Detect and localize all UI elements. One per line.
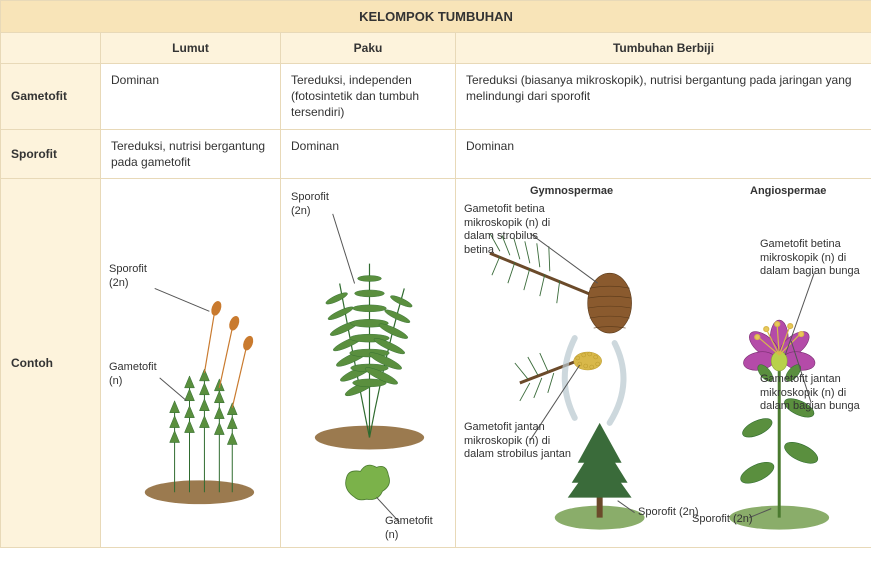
- angio-header: Angiospermae: [750, 185, 826, 199]
- corner-cell: [1, 33, 101, 64]
- row-label-sporofit: Sporofit: [1, 129, 101, 178]
- plant-groups-table: KELOMPOK TUMBUHAN Lumut Paku Tumbuhan Be…: [0, 0, 871, 548]
- row-label-contoh: Contoh: [1, 178, 101, 547]
- cell-gametofit-lumut: Dominan: [101, 64, 281, 130]
- cell-gametofit-paku: Tereduksi, independen (fotosintetik dan …: [281, 64, 456, 130]
- gymno-male-label: Gametofit jantan mikroskopik (n) di dala…: [464, 421, 574, 462]
- diagram-paku: Sporofit (2n) Gametofit (n): [281, 178, 456, 547]
- col-header-paku: Paku: [281, 33, 456, 64]
- table-title: KELOMPOK TUMBUHAN: [1, 1, 871, 33]
- angio-male-label: Gametofit jantan mikroskopik (n) di dala…: [760, 373, 865, 414]
- gymno-header: Gymnospermae: [530, 185, 613, 199]
- paku-sporofit-label: Sporofit (2n): [291, 191, 346, 219]
- lumut-gametofit-label: Gametofit (n): [109, 361, 169, 389]
- col-header-berbiji: Tumbuhan Berbiji: [456, 33, 871, 64]
- row-label-gametofit: Gametofit: [1, 64, 101, 130]
- cell-sporofit-lumut: Tereduksi, nutrisi bergantung pada gamet…: [101, 129, 281, 178]
- lumut-sporofit-label: Sporofit (2n): [109, 263, 164, 291]
- col-header-lumut: Lumut: [101, 33, 281, 64]
- cell-sporofit-berbiji: Dominan: [456, 129, 871, 178]
- cell-sporofit-paku: Dominan: [281, 129, 456, 178]
- diagram-lumut: Sporofit (2n) Gametofit (n): [101, 178, 281, 547]
- angio-sporofit-label: Sporofit (2n): [692, 513, 772, 527]
- diagram-berbiji: Gymnospermae Angiospermae: [456, 178, 871, 547]
- cell-gametofit-berbiji: Tereduksi (biasanya mikroskopik), nutris…: [456, 64, 871, 130]
- paku-svg: [285, 183, 451, 543]
- angio-female-label: Gametofit betina mikroskopik (n) di dala…: [760, 238, 865, 279]
- paku-gametofit-label: Gametofit (n): [385, 515, 445, 543]
- gymno-female-label: Gametofit betina mikroskopik (n) di dala…: [464, 203, 564, 258]
